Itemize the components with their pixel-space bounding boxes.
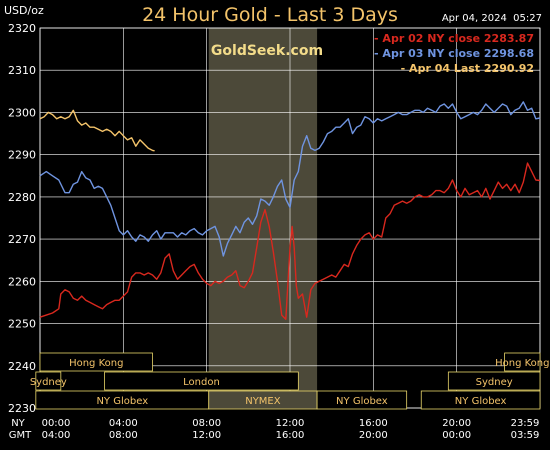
series-line-1	[39, 101, 541, 257]
y-tick-label: 2250	[8, 318, 36, 331]
y-tick-label: 2310	[8, 64, 36, 77]
session-box	[104, 371, 299, 391]
x-tick-label-ny: 12:00	[276, 418, 305, 429]
session-label: Sydney	[476, 377, 513, 388]
session-label: Hong Kong	[495, 358, 549, 369]
session-box	[420, 390, 541, 410]
session-label: London	[183, 377, 220, 388]
y-tick-label: 2280	[8, 191, 36, 204]
session-label: Hong Kong	[69, 358, 123, 369]
session-label: Sydney	[30, 377, 67, 388]
timestamp: Apr 04, 2024 05:27	[442, 13, 542, 24]
y-tick-label: 2260	[8, 275, 36, 288]
x-axis-label-gmt: GMT	[9, 430, 32, 441]
legend-entry: - Apr 03 NY close 2298.68	[374, 47, 534, 60]
session-box	[504, 352, 541, 372]
y-tick-label: 2230	[8, 402, 36, 415]
x-tick-label-gmt: 08:00	[109, 430, 138, 441]
session-label: NY Globex	[455, 396, 507, 407]
legend-entry: - Apr 04 Last 2290.92	[401, 62, 534, 75]
y-tick-label: 2300	[8, 106, 36, 119]
legend: - Apr 02 NY close 2283.87 - Apr 03 NY clo…	[374, 32, 534, 75]
watermark: GoldSeek.com	[211, 43, 323, 59]
x-tick-label-ny: 23:59	[511, 418, 540, 429]
session-label: NYMEX	[245, 396, 281, 407]
x-tick-label-gmt: 12:00	[192, 430, 221, 441]
x-axis-label-ny: NY	[11, 418, 25, 429]
session-label: NY Globex	[336, 396, 388, 407]
session-box	[35, 371, 62, 391]
x-tick-label-ny: 20:00	[442, 418, 471, 429]
y-unit-label: USD/oz	[4, 4, 44, 17]
x-tick-label-gmt: 03:59	[511, 430, 540, 441]
chart-title: 24 Hour Gold - Last 3 Days	[142, 4, 398, 26]
x-tick-label-gmt: 00:00	[442, 430, 471, 441]
session-label: NY Globex	[96, 396, 148, 407]
x-tick-label-gmt: 20:00	[359, 430, 388, 441]
series-line-0	[39, 162, 541, 320]
x-tick-label-ny: 16:00	[359, 418, 388, 429]
session-box	[316, 390, 408, 410]
y-tick-label: 2270	[8, 233, 36, 246]
x-tick-label-gmt: 04:00	[42, 430, 71, 441]
x-tick-label-ny: 00:00	[42, 418, 71, 429]
x-tick-label-ny: 04:00	[109, 418, 138, 429]
x-tick-label-ny: 08:00	[192, 418, 221, 429]
y-tick-label: 2290	[8, 149, 36, 162]
series-line-2	[39, 109, 155, 152]
session-box	[447, 371, 541, 391]
x-tick-label-gmt: 16:00	[276, 430, 305, 441]
y-tick-label: 2240	[8, 360, 36, 373]
y-tick-label: 2320	[8, 22, 36, 35]
legend-entry: - Apr 02 NY close 2283.87	[374, 32, 534, 45]
session-box	[39, 352, 153, 372]
